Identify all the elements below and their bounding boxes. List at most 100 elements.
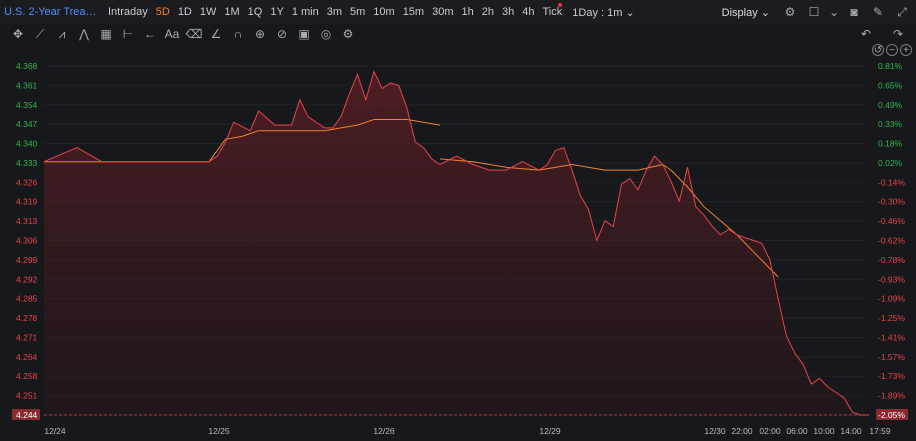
y-tick-label: 4.264 bbox=[16, 352, 38, 362]
angle-icon[interactable]: ∠ bbox=[210, 27, 222, 41]
x-tick-label: 22:00 bbox=[731, 426, 753, 436]
x-tick-label: 02:00 bbox=[759, 426, 781, 436]
timeframe-tab-1q[interactable]: 1Q bbox=[247, 6, 263, 18]
pattern-icon[interactable]: ⋀ bbox=[79, 27, 89, 41]
lock-icon[interactable]: ⊕ bbox=[254, 27, 266, 41]
magnet-icon[interactable]: ∩ bbox=[233, 27, 243, 41]
timeframe-tab-tick[interactable]: Tick bbox=[543, 3, 563, 18]
measure-icon[interactable]: ⊢ bbox=[122, 27, 134, 41]
timeframe-tab-1-min[interactable]: 1 min bbox=[291, 6, 319, 18]
price-line bbox=[43, 70, 869, 416]
timeframe-tab-1d[interactable]: 1D bbox=[177, 6, 192, 18]
display-button[interactable]: Display ⌄ bbox=[721, 6, 770, 19]
y-pct-tick-label: -1.73% bbox=[878, 371, 905, 381]
timeframe-tab-2h[interactable]: 2h bbox=[481, 6, 494, 18]
y-pct-tick-label: -0.30% bbox=[878, 197, 905, 207]
redo-icon[interactable]: ↷ bbox=[892, 27, 904, 41]
settings-icon[interactable]: ⚙ bbox=[342, 27, 354, 41]
gear-icon[interactable]: ⚙ bbox=[784, 5, 796, 19]
timeframe-tab-15m[interactable]: 15m bbox=[402, 6, 425, 18]
camera-icon[interactable]: ◙ bbox=[850, 5, 858, 19]
trash-icon[interactable]: ▣ bbox=[298, 27, 310, 41]
timeframe-tab-intraday[interactable]: Intraday bbox=[108, 6, 148, 18]
timeframe-tab-1m[interactable]: 1M bbox=[224, 6, 240, 18]
y-pct-tick-label: -1.41% bbox=[878, 332, 905, 342]
y-tick-label: 4.299 bbox=[16, 255, 38, 265]
average-line bbox=[44, 119, 779, 278]
interval-dropdown[interactable]: 1Day : 1m ⌄ bbox=[572, 6, 635, 19]
y-pct-tick-label: -1.57% bbox=[878, 352, 905, 362]
top-right-tools: Display ⌄ ⚙ ☐ ⌄ ◙ ✎ ⤢ bbox=[722, 0, 910, 24]
layout-icon[interactable]: ☐ bbox=[808, 5, 820, 19]
arrow-left-icon[interactable]: ← bbox=[144, 27, 156, 41]
current-change-badge bbox=[876, 409, 908, 420]
x-tick-label: 12/26 bbox=[373, 426, 395, 436]
y-tick-label: 4.258 bbox=[16, 371, 38, 381]
y-pct-tick-label: -0.78% bbox=[878, 255, 905, 265]
current-price-badge bbox=[12, 409, 40, 420]
timeframe-tab-1y[interactable]: 1Y bbox=[270, 6, 284, 18]
y-tick-label: 4.347 bbox=[16, 119, 38, 129]
y-tick-label: 4.361 bbox=[16, 80, 38, 90]
undo-icon[interactable]: ↶ bbox=[860, 27, 872, 41]
y-tick-label: 4.306 bbox=[16, 236, 38, 246]
crosshair-icon[interactable]: ✥ bbox=[12, 27, 24, 41]
y-tick-label: 4.244 bbox=[16, 410, 38, 420]
fibonacci-icon[interactable]: ▦ bbox=[100, 27, 112, 41]
y-pct-tick-label: -0.14% bbox=[878, 177, 905, 187]
y-pct-tick-label: 0.81% bbox=[878, 61, 903, 71]
timeframe-tab-5m[interactable]: 5m bbox=[350, 6, 366, 18]
x-tick-label: 12/24 bbox=[44, 426, 66, 436]
y-pct-tick-label: -1.89% bbox=[878, 391, 905, 401]
timeframe-tab-3m[interactable]: 3m bbox=[326, 6, 342, 18]
top-bar: U.S. 2-Year Treasury ... Intraday 5D 1D 1W 1… bbox=[0, 0, 916, 24]
x-tick-label: 14:00 bbox=[840, 426, 862, 436]
y-pct-tick-label: -0.62% bbox=[878, 236, 905, 246]
eraser-icon[interactable]: ⌫ bbox=[185, 27, 203, 41]
drawing-toolbar: ✥ ⟋ ⩘ ⋀ ▦ ⊢ ← Aa ⌫ ∠ ∩ ⊕ ⊘ ▣ ◎ ⚙ ↶ ↷ bbox=[0, 24, 916, 44]
zoom-in-icon[interactable]: + bbox=[900, 44, 912, 56]
time-axis: 12/24 12/25 12/26 12/29 12/30 22:00 02:00 06:00… bbox=[44, 426, 891, 436]
visibility-icon[interactable]: ◎ bbox=[320, 27, 332, 41]
y-tick-label: 4.354 bbox=[16, 100, 38, 110]
channel-icon[interactable]: ⩘ bbox=[58, 26, 66, 41]
y-tick-label: 4.326 bbox=[16, 177, 38, 187]
live-dot-icon bbox=[558, 3, 563, 7]
y-tick-label: 4.340 bbox=[16, 139, 38, 149]
x-tick-label: 12/29 bbox=[539, 426, 561, 436]
y-tick-label: 4.251 bbox=[16, 391, 38, 401]
pencil-icon[interactable]: ✎ bbox=[872, 5, 884, 19]
price-chart[interactable]: 4.368 4.361 4.354 4.347 4.340 4.333 4.326 4.319… bbox=[0, 44, 916, 441]
y-pct-tick-label: 0.33% bbox=[878, 119, 903, 129]
y-pct-tick-label: -0.46% bbox=[878, 216, 905, 226]
zoom-out-icon[interactable]: − bbox=[886, 44, 898, 56]
x-tick-label: 10:00 bbox=[813, 426, 835, 436]
trendline-icon[interactable]: ⟋ bbox=[35, 26, 45, 41]
timeframe-tabs: Intraday 5D 1D 1W 1M 1Q 1Y 1 min 3m 5m 10m 15m 30m 1h… bbox=[100, 3, 563, 18]
timeframe-tab-3h[interactable]: 3h bbox=[502, 6, 515, 18]
y-pct-tick-label: 0.02% bbox=[878, 158, 903, 168]
text-icon[interactable]: Aa bbox=[164, 27, 180, 41]
instrument-title[interactable]: U.S. 2-Year Treasury ... bbox=[4, 6, 100, 18]
reset-icon[interactable]: ↺ bbox=[872, 44, 884, 56]
timeframe-tab-1w[interactable]: 1W bbox=[199, 6, 217, 18]
price-area-fill bbox=[44, 71, 869, 415]
y-tick-label: 4.278 bbox=[16, 313, 38, 323]
y-tick-label: 4.333 bbox=[16, 158, 38, 168]
x-tick-label: 12/30 bbox=[704, 426, 726, 436]
chevron-down-icon[interactable]: ⌄ bbox=[828, 5, 840, 19]
timeframe-tab-10m[interactable]: 10m bbox=[373, 6, 395, 18]
hide-icon[interactable]: ⊘ bbox=[276, 27, 288, 41]
x-tick-label: 06:00 bbox=[786, 426, 808, 436]
timeframe-tab-1h[interactable]: 1h bbox=[461, 6, 474, 18]
x-tick-label: 12/25 bbox=[208, 426, 230, 436]
timeframe-tab-5d[interactable]: 5D bbox=[155, 6, 170, 18]
y-tick-label: 4.285 bbox=[16, 294, 38, 304]
y-pct-tick-label: 0.49% bbox=[878, 100, 903, 110]
fullscreen-icon[interactable]: ⤢ bbox=[897, 4, 907, 19]
y-pct-tick-label: 0.18% bbox=[878, 139, 903, 149]
timeframe-tab-30m[interactable]: 30m bbox=[432, 6, 454, 18]
y-pct-tick-label: -1.09% bbox=[878, 294, 905, 304]
y-tick-label: 4.319 bbox=[16, 197, 38, 207]
timeframe-tab-4h[interactable]: 4h bbox=[522, 6, 535, 18]
